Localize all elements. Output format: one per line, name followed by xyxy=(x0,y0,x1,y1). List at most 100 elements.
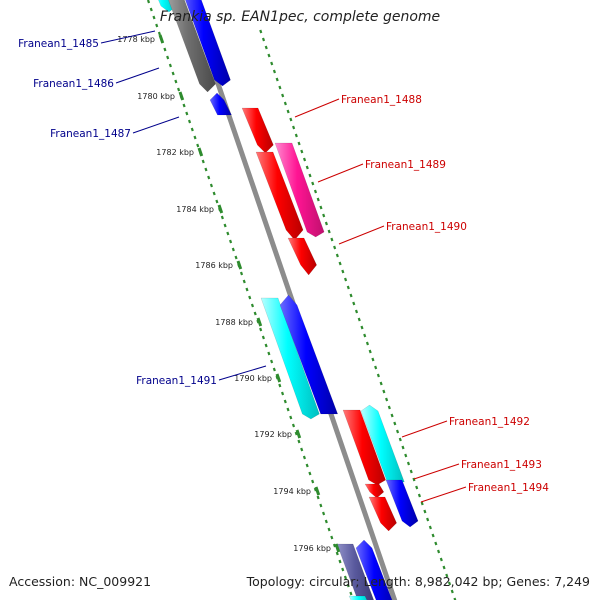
dotted-guide-right-dash xyxy=(415,485,419,490)
dotted-guide-right-dash xyxy=(264,45,268,50)
gene-features xyxy=(158,0,419,600)
dotted-guide-left-dash xyxy=(283,399,287,404)
gene-label-right[interactable]: Franean1_1489 xyxy=(365,159,446,171)
leader-line xyxy=(401,420,448,438)
dotted-guide-right-dash xyxy=(385,397,389,402)
dotted-guide-right-dash xyxy=(354,309,359,314)
dotted-guide-left-dash xyxy=(270,359,274,364)
gene-label-right[interactable]: Franean1_1492 xyxy=(449,416,530,428)
dotted-guide-right-dash xyxy=(409,469,413,474)
dotted-guide-left-dash xyxy=(174,79,178,84)
dotted-guide-right-dash xyxy=(412,477,416,482)
tick-label: 1790 kbp xyxy=(234,374,272,383)
dotted-guide-left-dash xyxy=(278,383,282,388)
dotted-guide-right-dash xyxy=(352,301,356,306)
dotted-guide-left-dash xyxy=(223,223,227,228)
tick-label: 1792 kbp xyxy=(254,430,292,439)
dotted-guide-right-dash xyxy=(270,61,274,66)
dotted-guide-left-dash xyxy=(322,511,326,516)
dotted-guide-left-dash xyxy=(220,215,224,220)
leader-line xyxy=(100,30,156,44)
gene-label-right[interactable]: Franean1_1494 xyxy=(468,482,549,494)
dotted-guide-right-dash xyxy=(363,333,367,338)
gene-cyan-bottom xyxy=(348,595,368,600)
dotted-guide-left-dash xyxy=(152,15,156,20)
dotted-guide-left-dash xyxy=(212,191,216,196)
dotted-guide-right-dash xyxy=(338,261,342,266)
dotted-guide-right-dash xyxy=(311,181,315,186)
dotted-guide-left-dash xyxy=(231,247,235,252)
dotted-guide-left-dash xyxy=(346,583,350,588)
gene-label-left[interactable]: Franean1_1487 xyxy=(50,128,131,140)
gene-label-left[interactable]: Franean1_1486 xyxy=(33,78,114,90)
dotted-guide-right-dash xyxy=(395,429,400,434)
dotted-guide-right-dash xyxy=(379,381,383,386)
dotted-guide-right-dash xyxy=(439,557,443,562)
dotted-guide-left-dash xyxy=(261,335,265,340)
dotted-guide-left-dash xyxy=(291,423,296,428)
tick-label: 1796 kbp xyxy=(293,544,331,553)
dotted-guide-right-dash xyxy=(376,373,380,378)
dotted-guide-left-dash xyxy=(289,415,293,420)
dotted-guide-left-dash xyxy=(201,159,205,164)
dotted-guide-left-dash xyxy=(316,495,320,500)
tick-label: 1780 kbp xyxy=(137,92,175,101)
dotted-guide-right-dash xyxy=(423,509,427,514)
dotted-guide-right-dash xyxy=(447,581,452,586)
dotted-guide-right-dash xyxy=(272,69,277,74)
dotted-guide-left-dash xyxy=(242,279,246,284)
dotted-guide-right-dash xyxy=(333,245,337,250)
gene-label-right[interactable]: Franean1_1493 xyxy=(461,459,542,471)
gene-franean1-1494 xyxy=(385,479,419,528)
gene-label-right[interactable]: Franean1_1488 xyxy=(341,94,422,106)
dotted-guide-right-dash xyxy=(275,77,279,82)
gene-cyan-1488-kbp xyxy=(260,297,320,420)
leader-line xyxy=(317,163,364,183)
gene-label-left[interactable]: Franean1_1491 xyxy=(136,375,217,387)
dotted-guide-left-dash xyxy=(324,519,328,524)
dotted-guide-left-dash xyxy=(157,31,162,36)
dotted-guide-right-dash xyxy=(442,565,446,570)
dotted-guide-left-dash xyxy=(302,455,306,460)
tick-label: 1786 kbp xyxy=(195,261,233,270)
leader-line xyxy=(420,486,467,503)
tick-mark xyxy=(236,260,243,270)
tick-label: 1778 kbp xyxy=(117,35,155,44)
dotted-guide-left-dash xyxy=(229,239,233,244)
dotted-guide-right-dash xyxy=(316,197,320,202)
gene-red-1494-kbp xyxy=(368,496,397,532)
dotted-guide-left-dash xyxy=(250,303,255,308)
dotted-guide-left-dash xyxy=(248,295,252,300)
topology-text: Topology: circular; Length: 8,982,042 bp… xyxy=(246,574,590,589)
dotted-guide-left-dash xyxy=(286,407,290,412)
gene-blue-bottom xyxy=(355,539,393,600)
tick-label: 1794 kbp xyxy=(273,487,311,496)
dotted-guide-right-dash xyxy=(319,205,323,210)
gene-franean1-1493 xyxy=(364,483,385,499)
gene-red-1792-kbp xyxy=(342,409,386,486)
dotted-guide-left-dash xyxy=(335,551,339,556)
dotted-guide-right-dash xyxy=(278,85,282,90)
dotted-guide-right-dash xyxy=(374,365,378,370)
dotted-guide-right-dash xyxy=(349,293,353,298)
dotted-guide-right-dash xyxy=(426,517,430,522)
dotted-guide-right-dash xyxy=(259,29,263,34)
tick-mark xyxy=(217,204,224,214)
dotted-guide-right-dash xyxy=(289,117,293,122)
gene-label-right[interactable]: Franean1_1490 xyxy=(386,221,467,233)
dotted-guide-left-dash xyxy=(168,63,172,68)
dotted-guide-left-dash xyxy=(209,183,213,188)
dotted-guide-left-dash xyxy=(319,503,323,508)
coordinate-ticks: 1778 kbp 1780 kbp 1782 kbp 1784 kbp 1786 kbp… xyxy=(117,34,341,553)
dotted-guide-left-dash xyxy=(149,7,153,12)
dotted-guide-right-dash xyxy=(360,325,364,330)
tick-label: 1784 kbp xyxy=(176,205,214,214)
dotted-guide-left-dash xyxy=(338,559,342,564)
dotted-guide-left-dash xyxy=(259,327,263,332)
leader-line xyxy=(218,365,267,381)
gene-label-left[interactable]: Franean1_1485 xyxy=(18,38,99,50)
dotted-guide-left-dash xyxy=(207,175,211,180)
tick-mark xyxy=(334,543,341,553)
dotted-guide-left-dash xyxy=(300,447,304,452)
dotted-guide-right-dash xyxy=(398,437,402,442)
